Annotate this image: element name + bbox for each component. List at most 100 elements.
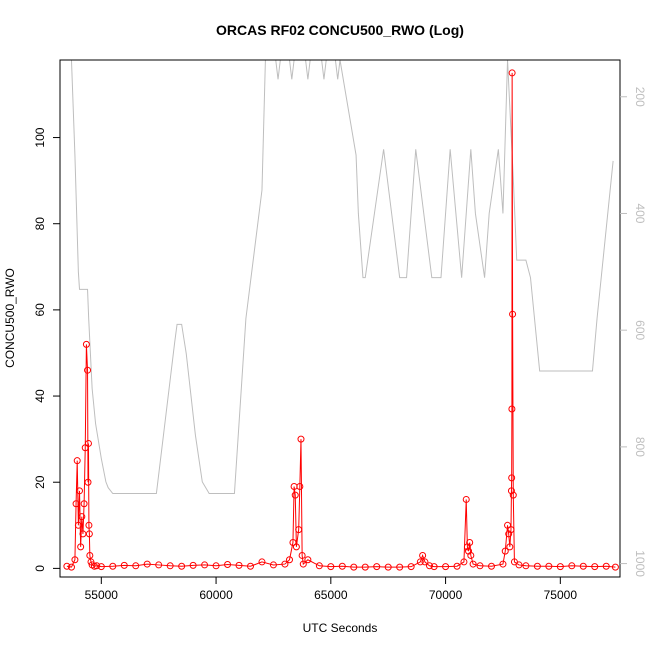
grey-series [70,59,614,495]
data-point [178,562,186,570]
data-point [166,562,174,570]
data-point [143,560,151,568]
data-point [396,563,404,571]
data-point [155,561,163,569]
data-point [315,562,323,570]
y-tick-label: 60 [33,303,47,317]
data-point [304,556,312,564]
data-point [97,563,105,571]
data-point [384,563,392,571]
data-point [189,561,197,569]
data-point [76,487,84,495]
y-axis-right: 200 400 600 800 1000 [620,87,647,577]
data-point [74,521,82,529]
data-point [506,543,514,551]
data-point [466,539,474,547]
data-point [295,526,303,534]
data-point [292,543,300,551]
y-tick-label: 0 [33,565,47,572]
y2-tick-label: 600 [633,320,647,340]
data-point [509,310,517,318]
x-tick-label: 65000 [314,588,348,602]
data-point [246,562,254,570]
data-point [84,366,92,374]
data-point [212,562,220,570]
y-tick-label: 40 [33,389,47,403]
data-point [80,500,88,508]
y-axis-left: 0 20 40 60 80 100 [33,127,60,572]
data-point [84,439,92,447]
data-point [120,561,128,569]
data-point [476,562,484,570]
data-point [430,563,438,571]
data-point [487,562,495,570]
plot-frame [59,59,621,578]
data-point [507,526,515,534]
data-point [460,558,468,566]
data-point [579,562,587,570]
data-point [407,563,415,571]
data-point [93,562,101,570]
data-point [442,563,450,571]
data-point [361,563,369,571]
data-point [286,556,294,564]
data-point [132,562,140,570]
y-tick-label: 80 [33,217,47,231]
data-point [67,563,75,571]
data-point [296,483,304,491]
data-point [87,558,95,566]
y2-tick-label: 400 [633,203,647,223]
data-point [508,474,516,482]
x-tick-label: 75000 [544,588,578,602]
data-point [602,562,610,570]
data-point [86,551,94,559]
x-axis: 55000 60000 65000 70000 75000 [85,576,578,602]
data-point [507,487,515,495]
data-point [469,560,477,568]
data-point [298,551,306,559]
data-point [421,558,429,566]
x-tick-label: 70000 [429,588,463,602]
y2-tick-label: 200 [633,87,647,107]
data-point [82,340,90,348]
data-point [84,478,92,486]
data-point [78,513,86,521]
data-point [504,521,512,529]
data-point [533,562,541,570]
data-point [416,558,424,566]
data-point [611,563,619,571]
data-point [373,563,381,571]
data-point [258,558,266,566]
data-point [462,495,470,503]
data-point [201,561,209,569]
data-point [281,560,289,568]
data-point [453,562,461,570]
x-tick-label: 55000 [85,588,119,602]
data-point [568,562,576,570]
data-point [508,69,516,77]
y-tick-label: 100 [33,127,47,147]
data-point [299,560,307,568]
data-point [338,562,346,570]
data-point [499,560,507,568]
grey-series-line [70,59,614,495]
data-point [291,491,299,499]
data-point [63,562,71,570]
data-point [85,521,93,529]
red-series-line [66,72,616,568]
y-axis-label: CONCU500_RWO [3,268,17,368]
data-point [72,500,80,508]
data-point [545,562,553,570]
data-point [269,561,277,569]
data-point [522,562,530,570]
data-point [350,563,358,571]
y2-tick-label: 800 [633,437,647,457]
data-point [419,551,427,559]
data-point [289,539,297,547]
x-tick-label: 60000 [199,588,233,602]
data-point [426,562,434,570]
data-point [508,405,516,413]
data-point [109,562,117,570]
data-point [71,556,79,564]
